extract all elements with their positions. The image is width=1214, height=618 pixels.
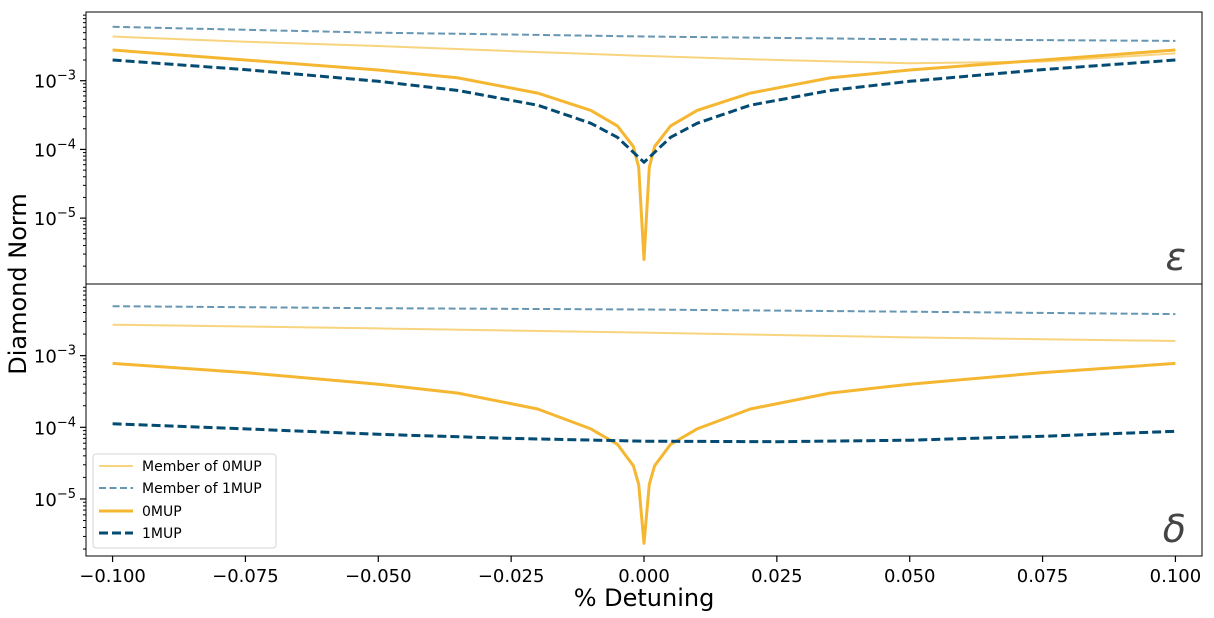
series-line-one-mup — [112, 58, 1176, 164]
legend-label-member-1mup: Member of 1MUP — [142, 481, 262, 497]
panel-epsilon-label: ε — [1165, 235, 1186, 279]
series-line-member-one-mup — [112, 25, 1176, 42]
series-line-zero-mup — [112, 361, 1176, 545]
panel-delta-y-axis: 10−3 10−4 10−5 — [34, 286, 86, 550]
series-line-member-zero-mup — [112, 323, 1176, 342]
x-tick-label: 0.025 — [751, 566, 803, 587]
panel-delta-label: δ — [1163, 507, 1186, 551]
x-axis: −0.100 −0.075 −0.050 −0.025 0.000 0.025 0.050 0… — [79, 556, 1201, 587]
x-tick-label: −0.025 — [478, 566, 545, 587]
x-tick-label: 0.000 — [618, 566, 670, 587]
series-line-zero-mup — [112, 48, 1176, 261]
legend-label-member-0mup: Member of 0MUP — [142, 459, 262, 475]
x-tick-label: 0.050 — [884, 566, 936, 587]
panel-epsilon: 10−3 10−4 10−5 ε — [34, 11, 1203, 285]
series-line-member-one-mup — [112, 305, 1176, 316]
y-tick-label: 10−4 — [34, 415, 76, 439]
x-tick-label: −0.075 — [212, 566, 279, 587]
panel-delta-series — [112, 305, 1176, 545]
x-tick-label: 0.100 — [1150, 566, 1202, 587]
legend-box — [92, 453, 277, 549]
legend-label-1mup: 1MUP — [142, 526, 182, 542]
x-axis-label: % Detuning — [574, 584, 715, 612]
y-tick-label: 10−3 — [34, 344, 76, 368]
y-tick-label: 10−5 — [34, 206, 76, 230]
panel-epsilon-y-axis: 10−3 10−4 10−5 — [34, 14, 86, 267]
y-tick-label: 10−3 — [34, 69, 76, 93]
panel-epsilon-series — [112, 25, 1176, 261]
x-tick-label: 0.075 — [1017, 566, 1069, 587]
series-line-one-mup — [112, 422, 1176, 444]
y-tick-label: 10−5 — [34, 487, 76, 511]
legend-label-0mup: 0MUP — [142, 504, 182, 520]
y-tick-label: 10−4 — [34, 137, 76, 161]
x-tick-label: −0.100 — [79, 566, 146, 587]
x-tick-label: −0.050 — [345, 566, 412, 587]
legend: Member of 0MUP Member of 1MUP 0MUP 1MUP — [92, 453, 277, 549]
panel-delta: 10−3 10−4 10−5 δ — [34, 283, 1203, 557]
y-axis-label: Diamond Norm — [4, 193, 32, 374]
